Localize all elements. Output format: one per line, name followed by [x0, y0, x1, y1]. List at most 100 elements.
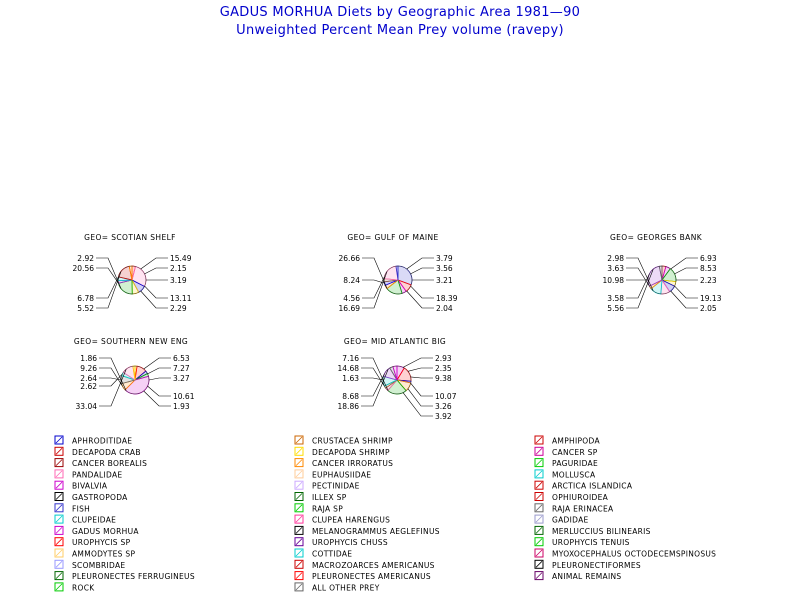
slice-label: 2.93 [435, 354, 452, 363]
slice-label: 8.68 [342, 392, 359, 401]
slice-label: 2.15 [170, 264, 187, 273]
slice-label: 2.23 [700, 276, 717, 285]
slice-label: 2.98 [607, 254, 624, 263]
legend-swatch-hatch [535, 515, 543, 523]
slice-label: 1.86 [80, 354, 97, 363]
legend-swatch-hatch [55, 527, 63, 534]
legend-label: MOLLUSCA [552, 470, 596, 479]
legend-label: PLEURONECTIFORMES [552, 561, 641, 570]
legend-swatch-hatch [295, 549, 303, 557]
slice-label: 3.79 [436, 254, 453, 263]
legend-label: APHRODITIDAE [72, 437, 132, 446]
slice-label: 18.86 [338, 402, 360, 411]
slice-label: 3.27 [173, 374, 190, 383]
slice-label: 13.11 [170, 294, 192, 303]
legend-label: EUPHAUSIIDAE [312, 470, 371, 479]
leader-line [407, 367, 433, 372]
legend-label: PECTINIDAE [312, 482, 360, 491]
legend-swatch-hatch [535, 459, 543, 466]
slice-label: 2.62 [80, 382, 97, 391]
slice-label: 10.07 [435, 392, 457, 401]
slice-label: 3.26 [435, 402, 452, 411]
leader-line [96, 276, 119, 299]
slice-label: 3.56 [436, 264, 453, 273]
legend-label: UROPHYCIS TENUIS [552, 538, 630, 547]
leader-line [410, 382, 433, 397]
slice-label: 6.93 [700, 254, 717, 263]
leader-line [148, 377, 171, 381]
slice-label: 7.27 [173, 364, 190, 373]
legend-swatch-hatch [535, 470, 543, 478]
leader-line [626, 268, 654, 309]
slice-label: 2.35 [435, 364, 452, 373]
slice-label: 2.64 [80, 374, 97, 383]
legend-label: BIVALVIA [72, 482, 108, 491]
legend-label: SCOMBRIDAE [72, 561, 125, 570]
slice-label: 33.04 [76, 402, 98, 411]
legend-swatch-hatch [55, 549, 63, 557]
leader-line [361, 357, 389, 392]
legend-label: AMPHIPODA [552, 437, 600, 446]
leader-line [407, 388, 433, 407]
legend-label: ROCK [72, 583, 95, 592]
leader-line [96, 271, 122, 309]
leader-line [670, 257, 698, 270]
legend-swatch-hatch [295, 459, 303, 466]
legend-swatch-hatch [55, 493, 63, 500]
leader-line [143, 390, 171, 407]
legend-label: PAGURIDAE [552, 459, 598, 468]
slice-label: 15.49 [170, 254, 192, 263]
legend-swatch-hatch [55, 538, 63, 545]
leader-line [410, 376, 433, 379]
legend-label: RAJA SP [312, 504, 343, 513]
slice-label: 7.16 [342, 354, 359, 363]
legend-swatch-hatch [535, 448, 543, 455]
slice-label: 10.61 [173, 392, 195, 401]
leader-line [674, 285, 698, 299]
leader-line [147, 367, 171, 375]
legend-swatch-hatch [295, 504, 303, 512]
slice-label: 1.63 [342, 374, 359, 383]
legend-swatch-hatch [55, 470, 63, 478]
slice-label: 1.93 [173, 402, 190, 411]
panel-title: GEO= SOUTHERN NEW ENG [74, 337, 188, 346]
slice-label: 9.26 [80, 364, 97, 373]
leader-line [362, 276, 385, 299]
slice-label: 6.78 [77, 294, 94, 303]
legend-label: ALL OTHER PREY [312, 583, 380, 592]
legend-label: PLEURONECTES AMERICANUS [312, 572, 431, 581]
legend-label: COTTIDAE [312, 550, 352, 559]
leader-line [99, 367, 123, 387]
legend-swatch-hatch [55, 515, 63, 523]
slice-label: 2.04 [436, 304, 453, 313]
legend-swatch-hatch [55, 436, 63, 444]
leader-line [406, 257, 434, 270]
leader-line [670, 290, 698, 309]
slice-label: 3.58 [607, 294, 624, 303]
legend-swatch-hatch [55, 481, 63, 489]
slice-label: 14.68 [338, 364, 360, 373]
slice-label: 2.29 [170, 304, 187, 313]
leader-line [361, 367, 385, 387]
legend-label: GADIDAE [552, 516, 589, 525]
leader-line [410, 285, 434, 299]
legend-swatch-hatch [295, 538, 303, 545]
slice-label: 8.53 [700, 264, 717, 273]
legend-swatch-hatch [55, 459, 63, 466]
slice-label: 18.39 [436, 294, 458, 303]
legend-label: ARCTICA ISLANDICA [552, 482, 633, 491]
slice-label: 20.56 [73, 264, 95, 273]
leader-line [626, 273, 650, 299]
legend-label: DECAPODA CRAB [72, 448, 141, 457]
slice-label: 9.38 [435, 374, 452, 383]
slice-label: 26.66 [339, 254, 361, 263]
legend-label: GASTROPODA [72, 493, 128, 502]
leader-line [140, 257, 168, 270]
slice-label: 3.63 [607, 264, 624, 273]
legend-swatch-hatch [55, 504, 63, 512]
leader-line [140, 290, 168, 309]
legend-label: ANIMAL REMAINS [552, 572, 621, 581]
legend-label: MACROZOARCES AMERICANUS [312, 561, 435, 570]
slice-label: 16.69 [339, 304, 361, 313]
